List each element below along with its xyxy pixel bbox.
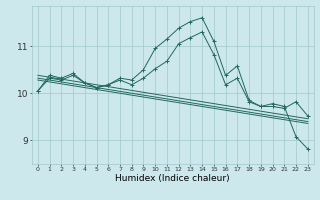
- X-axis label: Humidex (Indice chaleur): Humidex (Indice chaleur): [116, 174, 230, 183]
